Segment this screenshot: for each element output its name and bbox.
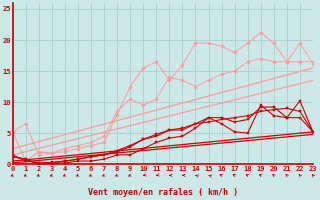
X-axis label: Vent moyen/en rafales ( km/h ): Vent moyen/en rafales ( km/h ) [88, 188, 238, 197]
